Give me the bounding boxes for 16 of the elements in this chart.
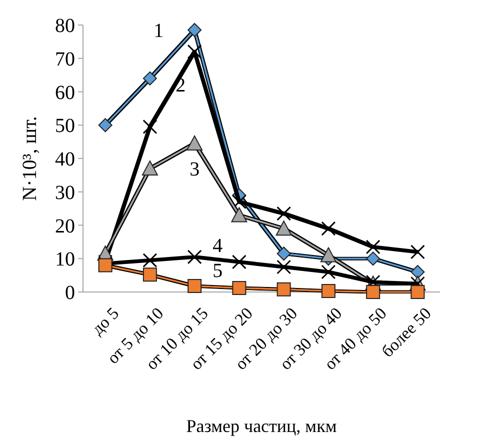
y-tick-label: 30 xyxy=(55,182,75,204)
x-tick-label: до 5 xyxy=(88,304,123,338)
annotation: 4 xyxy=(212,234,223,257)
y-tick-label: 20 xyxy=(55,215,75,238)
annotation: 3 xyxy=(190,158,200,180)
y-tick-label: 40 xyxy=(55,148,75,170)
annotation: 1 xyxy=(154,20,164,42)
y-tick-label: 60 xyxy=(55,82,75,104)
annotation: 5 xyxy=(212,260,223,282)
y-tick-label: 0 xyxy=(65,282,75,304)
y-tick-label: 70 xyxy=(55,48,75,70)
x-axis-title: Размер частиц, мкм xyxy=(186,416,337,436)
y-tick-label: 50 xyxy=(55,115,75,138)
y-axis-title: N·10³, шт. xyxy=(19,116,41,201)
y-tick-label: 80 xyxy=(55,15,75,37)
y-tick-label: 10 xyxy=(55,248,75,271)
